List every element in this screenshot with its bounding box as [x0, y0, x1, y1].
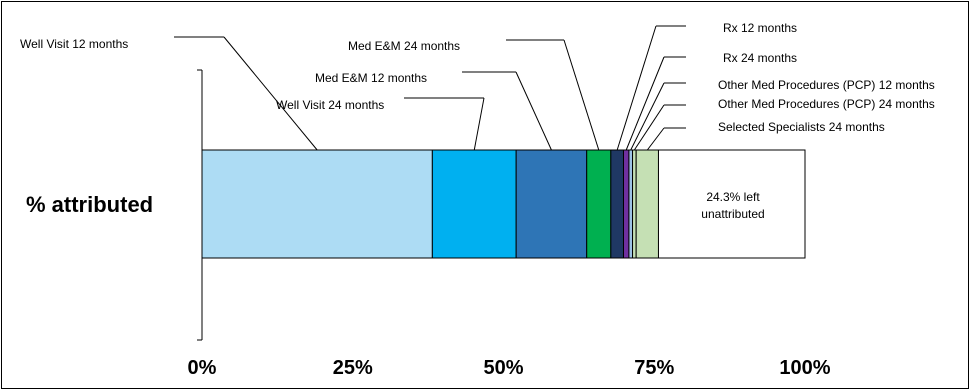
annotation-label-other-med-procedures-pcp-12-months: Other Med Procedures (PCP) 12 months	[718, 78, 935, 92]
leader-line-rx-24-months	[625, 56, 665, 151]
leader-line-well-visit-24-months	[473, 97, 485, 151]
annotation-label-rx-24-months: Rx 24 months	[723, 51, 797, 65]
x-tick-label-0: 0%	[188, 357, 217, 379]
annotation-label-med-eandm-24-months: Med E&M 24 months	[348, 39, 460, 53]
x-tick-label-100: 100%	[779, 357, 830, 379]
leader-line-selected-specialists-24-months	[646, 127, 665, 151]
annotation-label-well-visit-24-months: Well Visit 24 months	[276, 98, 384, 112]
leader-line-med-eandm-24-months	[563, 39, 600, 151]
leader-line-rx-12-months	[616, 25, 657, 151]
annotation-label-med-eandm-12-months: Med E&M 12 months	[315, 71, 427, 85]
leader-line-well-visit-12-months	[223, 36, 318, 151]
bar-segment-other-med-procedures-pcp-12-months	[628, 149, 634, 259]
leader-line-other-med-procedures-pcp-24-months	[633, 104, 665, 151]
remainder-label-line1: 24.3% left	[706, 190, 760, 204]
bar-layer	[201, 149, 806, 259]
bar-segment-med-eandm-24-months	[586, 149, 612, 259]
bar-segment-selected-specialists-24-months	[635, 149, 659, 259]
category-label: % attributed	[26, 192, 153, 217]
bar-segment-med-eandm-12-months	[515, 149, 588, 259]
remainder-label-line2: unattributed	[701, 207, 764, 221]
bar-segment-other-med-procedures-pcp-24-months	[632, 149, 637, 259]
bar-segment-unattributed	[657, 149, 806, 259]
remainder-layer: 24.3% left unattributed	[701, 190, 764, 221]
x-tick-label-25: 25%	[333, 357, 373, 379]
axis-layer: % attributed	[26, 69, 203, 341]
annotation-label-well-visit-12-months: Well Visit 12 months	[20, 37, 128, 51]
x-tick-label-75: 75%	[634, 357, 674, 379]
leader-line-med-eandm-12-months	[515, 71, 552, 151]
annotation-label-rx-12-months: Rx 12 months	[723, 21, 797, 35]
bar-segment-well-visit-24-months	[431, 149, 517, 259]
annotation-layer: Well Visit 12 months Well Visit 24 months…	[20, 21, 935, 151]
leader-line-other-med-procedures-pcp-12-months	[630, 82, 665, 151]
x-tick-layer: 0% 25% 50% 75% 100%	[188, 357, 831, 379]
annotation-label-other-med-procedures-pcp-24-months: Other Med Procedures (PCP) 24 months	[718, 97, 935, 111]
bar-segment-well-visit-12-months	[201, 149, 433, 259]
x-tick-label-50: 50%	[483, 357, 523, 379]
bar-segment-rx-12-months	[610, 149, 624, 259]
annotation-label-selected-specialists-24-months: Selected Specialists 24 months	[718, 120, 885, 134]
bar-segment-rx-24-months	[622, 149, 630, 259]
